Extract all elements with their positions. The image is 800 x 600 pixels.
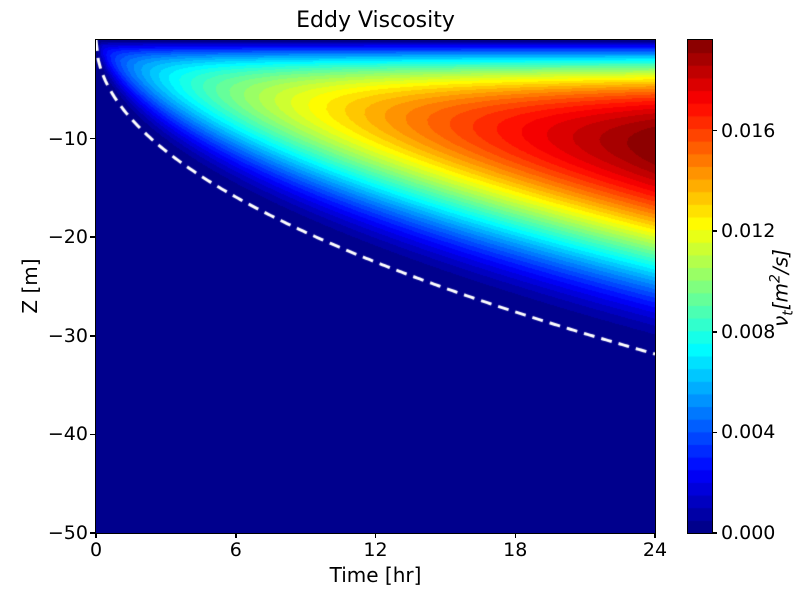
x-tick-label: 6 — [229, 539, 242, 561]
colorbar-label: νt[m2/s] — [768, 249, 797, 327]
colorbar-tick-label: 0.012 — [721, 220, 776, 243]
colorbar-tick-label: 0.016 — [721, 119, 776, 142]
y-tick-label: −20 — [47, 226, 88, 249]
y-tick-label: −50 — [47, 522, 88, 544]
colorbar-canvas — [688, 40, 712, 533]
y-tick-mark — [90, 137, 95, 140]
contour-field-canvas — [96, 40, 655, 533]
colorbar-label-open: [m — [768, 282, 793, 311]
plot-area — [95, 39, 656, 534]
colorbar-tick-mark — [712, 331, 717, 333]
y-axis-label: Z [m] — [18, 258, 42, 314]
y-tick-label: −10 — [47, 127, 88, 150]
x-axis-label: Time [hr] — [329, 563, 422, 587]
x-tick-label: 0 — [89, 539, 103, 561]
colorbar — [687, 39, 713, 534]
colorbar-tick-label: 0.004 — [721, 421, 776, 444]
y-tick-label: −40 — [47, 423, 88, 446]
x-tick-label: 24 — [642, 539, 668, 561]
x-tick-label: 12 — [363, 539, 388, 561]
x-tick-label: 18 — [503, 539, 528, 561]
y-tick-mark — [90, 236, 95, 238]
chart-title: Eddy Viscosity — [296, 8, 455, 33]
colorbar-tick-mark — [712, 230, 717, 232]
colorbar-label-close: /s] — [768, 249, 793, 275]
x-tick-mark — [374, 533, 377, 538]
y-tick-label: −30 — [47, 324, 88, 347]
y-tick-mark — [90, 335, 95, 337]
y-tick-mark — [90, 532, 95, 534]
colorbar-tick-mark — [712, 431, 717, 434]
x-tick-mark — [235, 533, 237, 538]
colorbar-tick-label: 0.008 — [721, 320, 776, 343]
x-tick-mark — [654, 533, 656, 538]
colorbar-label-exponent: 2 — [767, 274, 784, 283]
y-tick-mark — [90, 433, 95, 436]
colorbar-tick-mark — [712, 532, 717, 534]
colorbar-tick-mark — [712, 129, 717, 132]
x-tick-mark — [514, 533, 516, 538]
colorbar-tick-label: 0.000 — [721, 522, 776, 544]
colorbar-label-subscript: t — [780, 310, 797, 316]
x-tick-mark — [95, 533, 97, 538]
